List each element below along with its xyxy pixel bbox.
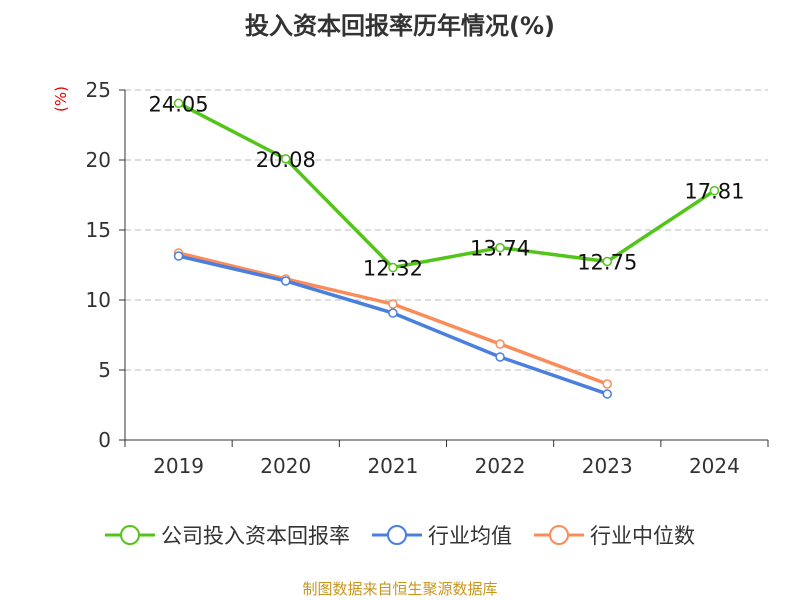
data-label: 20.08	[256, 148, 316, 172]
legend: 公司投入资本回报率 行业均值 行业中位数	[0, 520, 800, 550]
legend-label: 公司投入资本回报率	[161, 524, 350, 548]
legend-item-company[interactable]: 公司投入资本回报率	[105, 520, 350, 550]
legend-item-industry-median[interactable]: 行业中位数	[534, 520, 695, 550]
data-label: 13.74	[470, 237, 530, 261]
legend-label: 行业均值	[428, 524, 512, 548]
data-label: 12.32	[363, 257, 423, 281]
y-tick-label: 25	[86, 78, 111, 102]
data-point	[388, 262, 398, 273]
data-point	[602, 379, 612, 389]
data-point	[495, 352, 505, 362]
source-note: 制图数据来自恒生聚源数据库	[302, 580, 498, 598]
data-label: 17.81	[684, 180, 744, 204]
data-point	[281, 276, 291, 286]
series-line	[177, 101, 716, 270]
data-point	[602, 389, 612, 399]
data-label: 24.05	[149, 92, 209, 116]
y-tick-label: 5	[98, 358, 111, 382]
data-point	[602, 256, 612, 267]
data-point	[495, 242, 505, 253]
y-tick-label: 20	[86, 148, 111, 172]
chart-title: 投入资本回报率历年情况(%)	[245, 12, 555, 40]
data-point	[709, 185, 720, 196]
y-tick-label: 0	[98, 428, 111, 452]
x-tick-label: 2022	[475, 454, 526, 478]
data-point	[281, 154, 291, 164]
x-tick-label: 2019	[153, 454, 204, 478]
legend-label: 行业中位数	[590, 524, 695, 548]
data-point	[388, 299, 398, 309]
legend-item-industry-mean[interactable]: 行业均值	[372, 520, 512, 550]
data-point	[173, 98, 184, 109]
data-point	[495, 339, 505, 349]
x-tick-label: 2023	[582, 454, 633, 478]
data-point	[173, 251, 184, 261]
x-tick-label: 2020	[260, 454, 311, 478]
x-tick-label: 2024	[689, 454, 740, 478]
x-tick-label: 2021	[367, 454, 418, 478]
y-tick-label: 10	[86, 288, 111, 312]
y-tick-label: 15	[86, 218, 111, 242]
data-label: 12.75	[577, 251, 637, 275]
data-point	[388, 308, 398, 318]
